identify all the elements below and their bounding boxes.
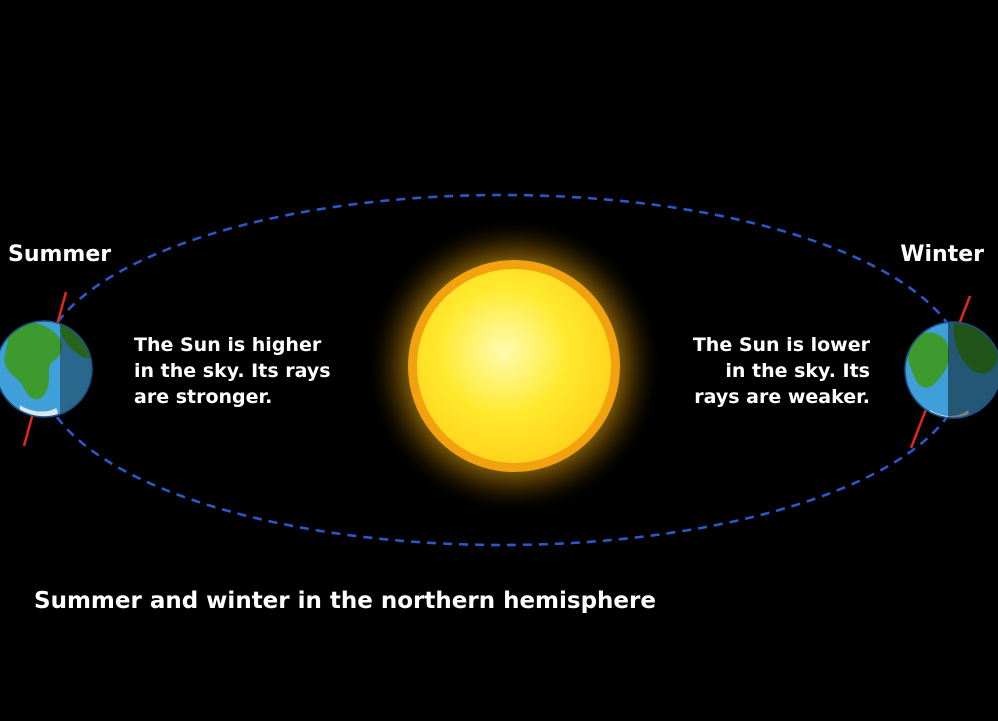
earth-icon-summer: [0, 291, 93, 447]
winter-label: Winter: [900, 242, 984, 267]
summer-description-line: in the sky. Its rays: [134, 360, 331, 382]
summer-description: The Sun is higher in the sky. Its rays a…: [134, 332, 331, 410]
summer-description-line: are stronger.: [134, 386, 273, 408]
summer-label: Summer: [8, 242, 112, 267]
diagram-caption: Summer and winter in the northern hemisp…: [34, 588, 656, 614]
winter-description-line: in the sky. Its: [725, 360, 870, 382]
earth-icon-winter: [904, 295, 998, 449]
sun-icon: [364, 216, 664, 516]
winter-description: The Sun is lower in the sky. Its rays ar…: [693, 332, 870, 410]
winter-description-line: rays are weaker.: [694, 386, 870, 408]
summer-description-line: The Sun is higher: [134, 334, 322, 356]
winter-description-line: The Sun is lower: [692, 334, 870, 356]
